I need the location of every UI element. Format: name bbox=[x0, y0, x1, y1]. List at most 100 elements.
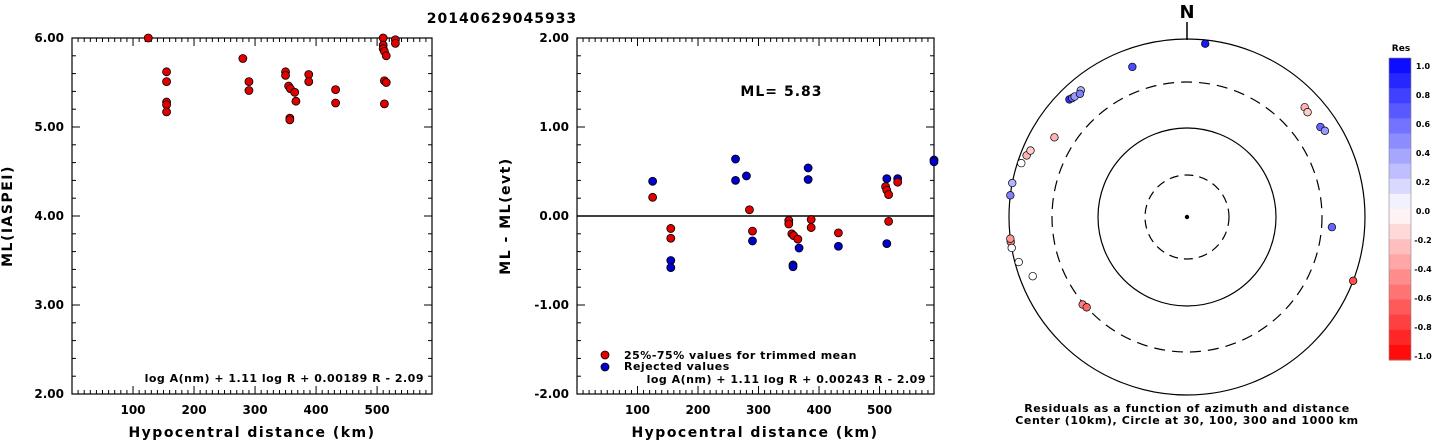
trimmed-point bbox=[784, 219, 794, 229]
colorbar-cell bbox=[1389, 193, 1411, 210]
residual-point bbox=[1006, 191, 1015, 200]
residual-point bbox=[1201, 39, 1210, 48]
middle-panel-ylabel: ML - ML(evt) bbox=[498, 157, 514, 274]
rejected-point bbox=[803, 175, 813, 184]
left-panel: 100 200 300 400 500 2.00 3.00 4.00 5.00 6.00 log … bbox=[0, 31, 433, 441]
data-point bbox=[390, 38, 400, 48]
colorbar-cell bbox=[1389, 344, 1411, 361]
map-caption-line2: Center (10km), Circle at 30, 100, 300 an… bbox=[1015, 414, 1359, 427]
data-point bbox=[281, 70, 290, 80]
left-panel-xlabel: Hypocentral distance (km) bbox=[128, 425, 375, 441]
data-point bbox=[238, 54, 248, 63]
x-tick-label: 100 bbox=[625, 403, 650, 417]
legend-rejected-marker bbox=[600, 362, 610, 372]
x-tick-label: 100 bbox=[120, 403, 145, 417]
trimmed-point bbox=[833, 228, 843, 238]
legend-rejected-label: Rejected values bbox=[624, 360, 730, 373]
y-tick-label: 0.00 bbox=[539, 209, 569, 223]
y-tick-label: 1.00 bbox=[539, 120, 569, 134]
rejected-point bbox=[882, 239, 892, 248]
data-point bbox=[291, 96, 301, 106]
middle-panel-ticks: 100 200 300 400 500 -2.00 -1.00 0.00 1.00 2.00 bbox=[534, 31, 934, 417]
residual-point bbox=[1303, 108, 1312, 117]
colorbar-label: 0.6 bbox=[1416, 120, 1431, 129]
left-panel-ticks: 100 200 300 400 500 2.00 3.00 4.00 5.00 6.00 bbox=[34, 31, 432, 417]
colorbar-cell bbox=[1389, 103, 1411, 119]
data-point bbox=[290, 87, 300, 97]
data-point bbox=[285, 115, 295, 125]
colorbar-title: Res bbox=[1392, 44, 1410, 54]
trimmed-point bbox=[884, 190, 894, 200]
colorbar-cells bbox=[1388, 57, 1412, 361]
residual-point bbox=[1349, 276, 1358, 285]
residual-point bbox=[1008, 178, 1017, 188]
residual-point bbox=[1028, 272, 1037, 281]
y-tick-label: 3.00 bbox=[34, 298, 64, 312]
x-tick-label: 500 bbox=[867, 403, 892, 417]
trimmed-point bbox=[793, 234, 803, 244]
rejected-point bbox=[833, 241, 843, 251]
rejected-point bbox=[882, 174, 892, 184]
y-tick-label: 6.00 bbox=[34, 31, 64, 45]
rejected-point bbox=[788, 262, 798, 272]
colorbar-cell bbox=[1389, 118, 1411, 134]
colorbar-label: -0.4 bbox=[1414, 265, 1432, 274]
residual-point bbox=[1006, 234, 1015, 243]
data-point bbox=[381, 51, 391, 61]
y-tick-label: -2.00 bbox=[534, 387, 569, 401]
y-tick-label: 2.00 bbox=[539, 31, 569, 45]
rejected-point bbox=[748, 236, 757, 246]
colorbar-cell bbox=[1389, 178, 1411, 195]
legend-trimmed-marker bbox=[600, 350, 610, 360]
trimmed-point bbox=[745, 205, 754, 215]
x-tick-label: 300 bbox=[243, 403, 268, 417]
middle-panel: 100 200 300 400 500 -2.00 -1.00 0.00 1.00 2.00 ML… bbox=[498, 31, 939, 441]
ring-1000km bbox=[1008, 38, 1366, 396]
x-tick-label: 400 bbox=[304, 403, 329, 417]
colorbar-cell bbox=[1389, 148, 1411, 165]
colorbar-cell bbox=[1389, 299, 1411, 316]
rejected-point bbox=[666, 263, 676, 273]
data-point bbox=[381, 78, 391, 87]
residual-point bbox=[1014, 257, 1023, 267]
colorbar-cell bbox=[1389, 209, 1411, 225]
colorbar-labels: 1.0 0.8 0.6 0.4 0.2 0.0 -0.2 -0.4 -0.6 -0.8 -1.0 bbox=[1414, 62, 1432, 361]
colorbar-cell bbox=[1389, 224, 1411, 240]
north-label: N bbox=[1179, 2, 1194, 23]
colorbar-cell bbox=[1389, 88, 1411, 104]
colorbar-label: -1.0 bbox=[1414, 352, 1432, 361]
trimmed-point bbox=[748, 226, 757, 236]
data-point bbox=[143, 33, 153, 43]
residual-point bbox=[1017, 159, 1026, 168]
figure-title: 20140629045933 bbox=[427, 11, 577, 27]
residual-point bbox=[1075, 89, 1085, 99]
residual-point bbox=[1026, 146, 1035, 155]
rejected-point bbox=[929, 157, 939, 167]
left-panel-ylabel: ML(IASPEI) bbox=[0, 165, 16, 267]
colorbar-cell bbox=[1389, 163, 1411, 180]
left-panel-points bbox=[143, 33, 400, 125]
data-point bbox=[244, 77, 254, 87]
data-point bbox=[244, 86, 254, 95]
residual-point bbox=[1007, 243, 1016, 253]
colorbar-label: -0.2 bbox=[1414, 236, 1432, 245]
colorbar-label: 0.0 bbox=[1416, 207, 1431, 216]
colorbar-cell bbox=[1389, 239, 1411, 255]
ring-300km bbox=[1051, 81, 1323, 353]
trimmed-point bbox=[666, 233, 676, 243]
rejected-point bbox=[731, 175, 740, 185]
x-tick-label: 400 bbox=[807, 403, 832, 417]
colorbar-label: -0.6 bbox=[1414, 294, 1432, 303]
data-point bbox=[162, 77, 171, 87]
colorbar-frame bbox=[1388, 57, 1412, 361]
colorbar-label: 0.4 bbox=[1416, 149, 1431, 158]
ml-label: ML= bbox=[740, 84, 778, 100]
data-point bbox=[162, 67, 171, 77]
y-tick-label: -1.00 bbox=[534, 298, 569, 312]
y-tick-label: 2.00 bbox=[34, 387, 64, 401]
residual-point bbox=[1327, 222, 1337, 232]
colorbar-cell bbox=[1389, 314, 1411, 331]
colorbar-cell bbox=[1389, 58, 1411, 74]
rejected-point bbox=[648, 176, 658, 186]
